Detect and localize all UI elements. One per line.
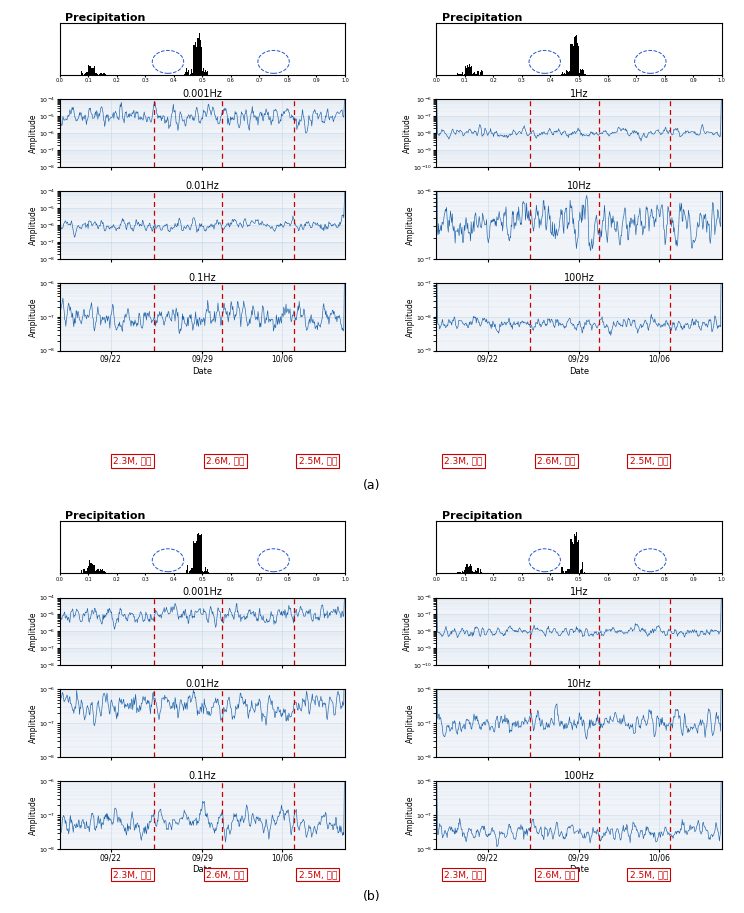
Text: 2.3M, 포항: 2.3M, 포항 xyxy=(113,456,152,466)
Text: 2.5M, 울산: 2.5M, 울산 xyxy=(298,870,337,879)
Y-axis label: Amplitude: Amplitude xyxy=(405,297,414,337)
Title: 1Hz: 1Hz xyxy=(570,587,589,597)
Text: 2.5M, 울산: 2.5M, 울산 xyxy=(629,870,668,879)
Title: 0.01Hz: 0.01Hz xyxy=(185,181,219,191)
Text: Precipitation: Precipitation xyxy=(442,511,522,521)
Y-axis label: Amplitude: Amplitude xyxy=(29,795,38,835)
Text: Precipitation: Precipitation xyxy=(65,511,146,521)
Text: 2.5M, 울산: 2.5M, 울산 xyxy=(629,456,668,466)
Title: 0.001Hz: 0.001Hz xyxy=(182,587,222,597)
Title: 0.1Hz: 0.1Hz xyxy=(188,273,216,283)
Y-axis label: Amplitude: Amplitude xyxy=(29,612,38,651)
Title: 100Hz: 100Hz xyxy=(564,273,594,283)
Y-axis label: Amplitude: Amplitude xyxy=(403,113,412,152)
Y-axis label: Amplitude: Amplitude xyxy=(405,704,414,743)
Title: 10Hz: 10Hz xyxy=(567,181,591,191)
Text: Precipitation: Precipitation xyxy=(65,13,146,23)
Text: Precipitation: Precipitation xyxy=(442,13,522,23)
Text: (a): (a) xyxy=(363,479,381,492)
X-axis label: Date: Date xyxy=(569,367,589,375)
Title: 1Hz: 1Hz xyxy=(570,89,589,99)
Title: 0.001Hz: 0.001Hz xyxy=(182,89,222,99)
Title: 100Hz: 100Hz xyxy=(564,771,594,782)
X-axis label: Date: Date xyxy=(192,865,212,874)
Text: 2.6M, 밀양: 2.6M, 밀양 xyxy=(537,456,575,466)
Title: 10Hz: 10Hz xyxy=(567,679,591,689)
Y-axis label: Amplitude: Amplitude xyxy=(29,704,38,743)
Text: 2.6M, 밀양: 2.6M, 밀양 xyxy=(537,870,575,879)
Y-axis label: Amplitude: Amplitude xyxy=(405,795,414,835)
Y-axis label: Amplitude: Amplitude xyxy=(403,612,412,651)
X-axis label: Date: Date xyxy=(192,367,212,375)
Text: 2.5M, 울산: 2.5M, 울산 xyxy=(298,456,337,466)
Text: 2.6M, 밀양: 2.6M, 밀양 xyxy=(206,456,244,466)
Text: 2.3M, 포항: 2.3M, 포항 xyxy=(444,456,483,466)
Title: 0.1Hz: 0.1Hz xyxy=(188,771,216,782)
Text: 2.6M, 밀양: 2.6M, 밀양 xyxy=(206,870,244,879)
Text: 2.3M, 포항: 2.3M, 포항 xyxy=(444,870,483,879)
Y-axis label: Amplitude: Amplitude xyxy=(29,113,38,152)
Title: 0.01Hz: 0.01Hz xyxy=(185,679,219,689)
Y-axis label: Amplitude: Amplitude xyxy=(29,297,38,337)
Y-axis label: Amplitude: Amplitude xyxy=(405,205,414,245)
Text: 2.3M, 포항: 2.3M, 포항 xyxy=(113,870,152,879)
Y-axis label: Amplitude: Amplitude xyxy=(29,205,38,245)
Text: (b): (b) xyxy=(363,890,381,903)
X-axis label: Date: Date xyxy=(569,865,589,874)
